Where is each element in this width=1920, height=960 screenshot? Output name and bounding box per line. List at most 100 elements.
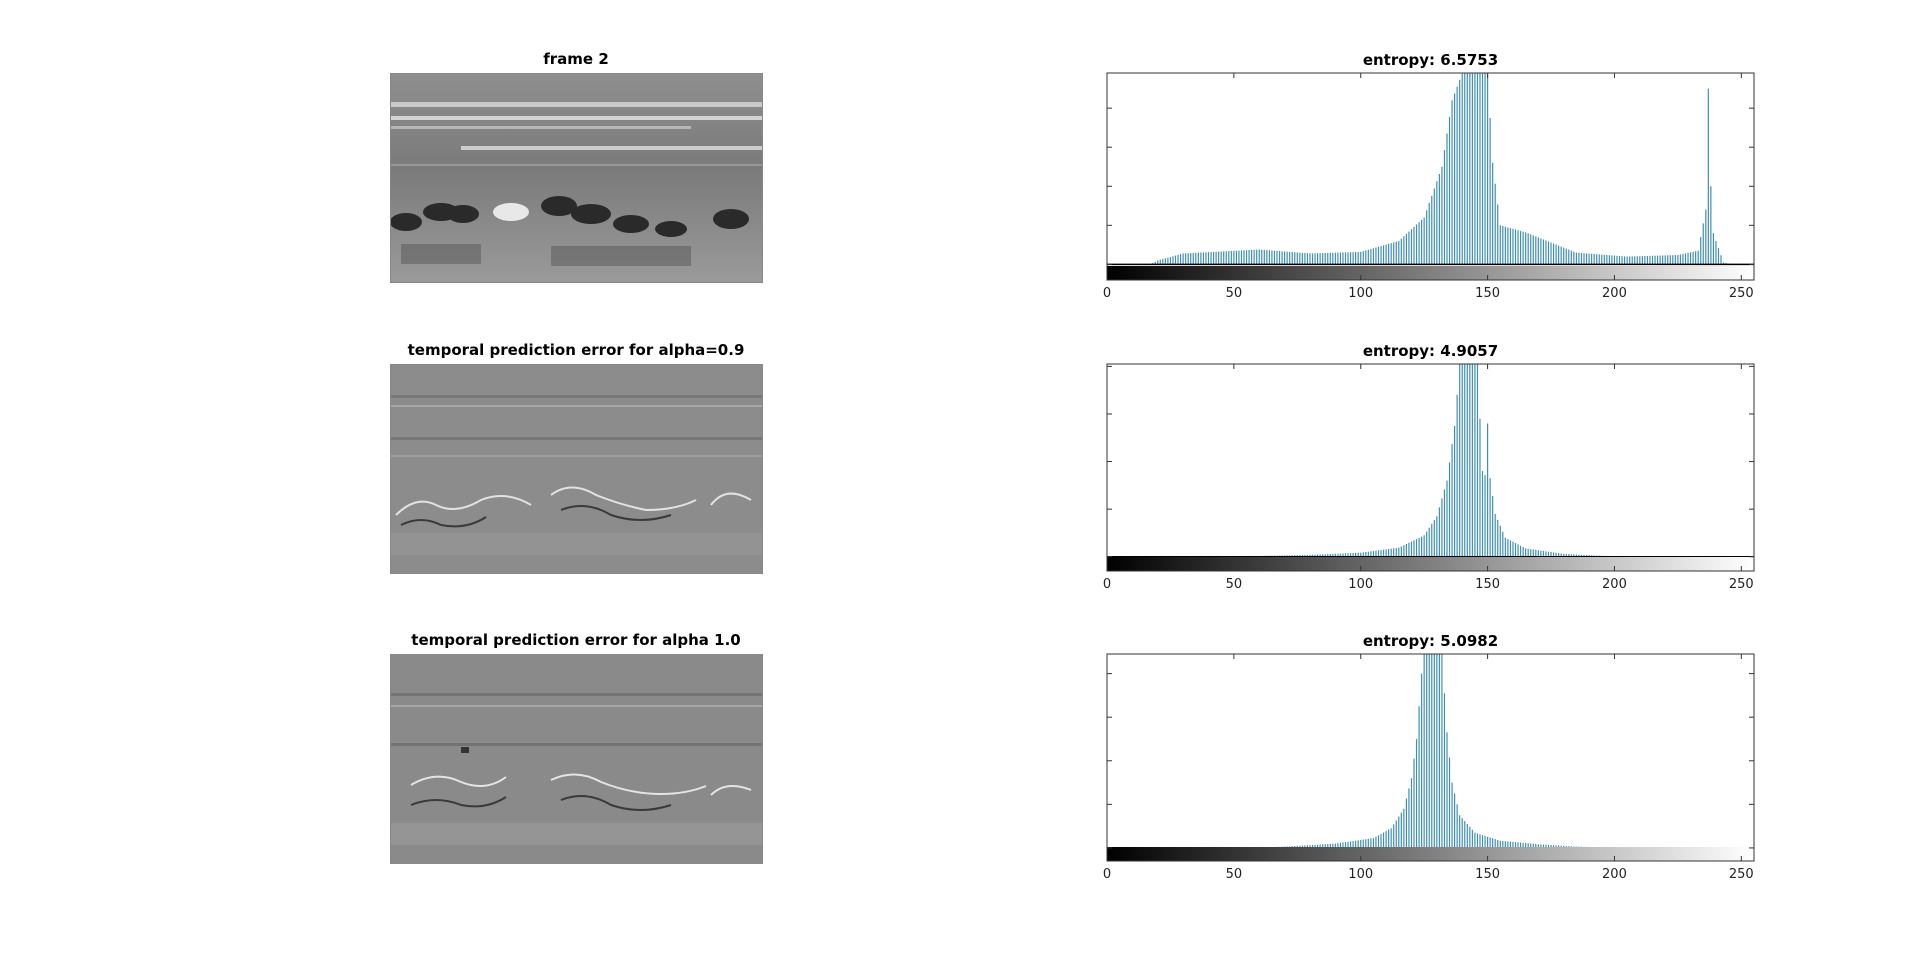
- histogram-bar: [1664, 255, 1666, 265]
- histogram-bar: [1578, 554, 1580, 557]
- histogram-bar: [1575, 554, 1577, 557]
- histogram-bar: [1357, 552, 1359, 557]
- histogram-bar: [1235, 250, 1237, 265]
- histogram-bar: [1301, 252, 1303, 265]
- histogram-bar: [1398, 240, 1400, 265]
- grayscale-colorbar: [1107, 557, 1754, 571]
- histogram-bar: [1296, 555, 1298, 557]
- histogram-bar: [1558, 845, 1560, 848]
- histogram-bar: [1355, 840, 1357, 848]
- histogram-bar: [1456, 394, 1458, 557]
- x-tick-label: 50: [1226, 867, 1243, 882]
- histogram-bar: [1415, 224, 1418, 265]
- histogram-bar: [1413, 540, 1415, 557]
- grayscale-colorbar: [1107, 847, 1754, 861]
- histogram-bar: [1527, 233, 1529, 265]
- histogram-bar: [1431, 195, 1433, 265]
- histogram-bar: [1311, 844, 1314, 848]
- histogram-bar: [1535, 236, 1537, 265]
- histogram-bar: [1380, 833, 1382, 848]
- histogram-bar: [1395, 241, 1397, 265]
- histogram-bar: [1436, 181, 1438, 265]
- histogram-bar: [1306, 554, 1309, 557]
- histogram-bar: [1560, 845, 1562, 848]
- histogram-bar: [1519, 230, 1522, 265]
- histogram-bar: [1535, 549, 1537, 557]
- histogram-bar: [1344, 252, 1347, 265]
- histogram-bar: [1471, 829, 1473, 848]
- histogram-bar: [1410, 541, 1413, 557]
- histogram-bar: [1428, 654, 1430, 848]
- histogram-bar: [1601, 254, 1603, 265]
- histogram-bar: [1291, 252, 1293, 265]
- x-tick-label: 50: [1226, 286, 1243, 301]
- histogram-bar: [1349, 841, 1352, 848]
- histogram-bar: [1215, 251, 1217, 265]
- histogram-bar: [1306, 845, 1309, 848]
- histogram-bar: [1509, 540, 1512, 557]
- histogram-bar: [1504, 226, 1506, 265]
- histogram-bar: [1382, 832, 1385, 848]
- histogram-bar: [1309, 554, 1311, 557]
- x-tick-label: 150: [1475, 286, 1500, 301]
- histogram-bar: [1651, 255, 1654, 265]
- histogram-bar: [1233, 250, 1235, 265]
- histogram-bar: [1167, 257, 1169, 265]
- histogram-bar: [1398, 816, 1400, 848]
- histogram-bar: [1245, 250, 1248, 265]
- histogram-bar: [1555, 845, 1557, 848]
- histogram-bar: [1494, 513, 1496, 557]
- histogram-bar: [1218, 251, 1220, 265]
- histogram-bar: [1684, 253, 1687, 265]
- histogram-bar: [1408, 788, 1410, 848]
- histogram-bar: [1443, 150, 1446, 265]
- histogram-bar: [1568, 554, 1570, 557]
- histogram-bar: [1426, 531, 1428, 557]
- histogram-bar: [1603, 254, 1605, 265]
- histogram-bar: [1563, 247, 1565, 265]
- histogram-bar: [1284, 251, 1286, 265]
- histogram-bar: [1624, 256, 1626, 265]
- x-tick-label: 200: [1602, 577, 1627, 592]
- histogram-bar: [1248, 250, 1250, 265]
- histogram-bar: [1174, 255, 1177, 265]
- histogram-bar: [1471, 364, 1473, 557]
- histogram-bar: [1555, 552, 1557, 557]
- histogram-bar: [1550, 552, 1552, 557]
- histogram-bar: [1431, 654, 1433, 848]
- histogram-bar: [1388, 549, 1390, 557]
- histogram-bar: [1334, 252, 1336, 265]
- histogram-bar: [1502, 840, 1504, 848]
- histogram-bar: [1365, 839, 1367, 848]
- histogram-bar: [1347, 252, 1349, 265]
- histogram-bar: [1481, 73, 1484, 265]
- x-tick-label: 150: [1475, 577, 1500, 592]
- histogram-bar: [1304, 845, 1306, 848]
- histogram-bar: [1479, 73, 1481, 265]
- histogram-bar: [1398, 547, 1400, 557]
- histogram-bar: [1507, 539, 1509, 557]
- histogram-bar: [1408, 542, 1410, 557]
- histogram-bar: [1390, 828, 1392, 848]
- histogram-bar: [1464, 73, 1466, 265]
- x-tick-label: 0: [1103, 577, 1111, 592]
- histogram-bar: [1393, 548, 1395, 557]
- histogram-bar: [1375, 247, 1377, 265]
- histogram-bar: [1517, 230, 1519, 265]
- histogram-bar: [1426, 210, 1428, 265]
- histogram-bar: [1530, 549, 1532, 557]
- histogram-bar: [1461, 818, 1463, 848]
- histogram-title: entropy: 4.9057: [1363, 342, 1498, 360]
- histogram-bar: [1187, 253, 1189, 265]
- histogram-bar: [1580, 253, 1583, 265]
- histogram-bar: [1367, 551, 1369, 557]
- histogram-bar: [1347, 553, 1349, 557]
- histogram-bar: [1177, 254, 1179, 265]
- histogram-bar: [1372, 838, 1375, 848]
- histogram-bar: [1327, 844, 1329, 848]
- histogram-bar: [1190, 253, 1192, 265]
- histogram-bar: [1357, 840, 1359, 848]
- histogram-bar: [1469, 826, 1471, 848]
- histogram-bar: [1370, 838, 1372, 848]
- histogram-bar: [1456, 804, 1458, 848]
